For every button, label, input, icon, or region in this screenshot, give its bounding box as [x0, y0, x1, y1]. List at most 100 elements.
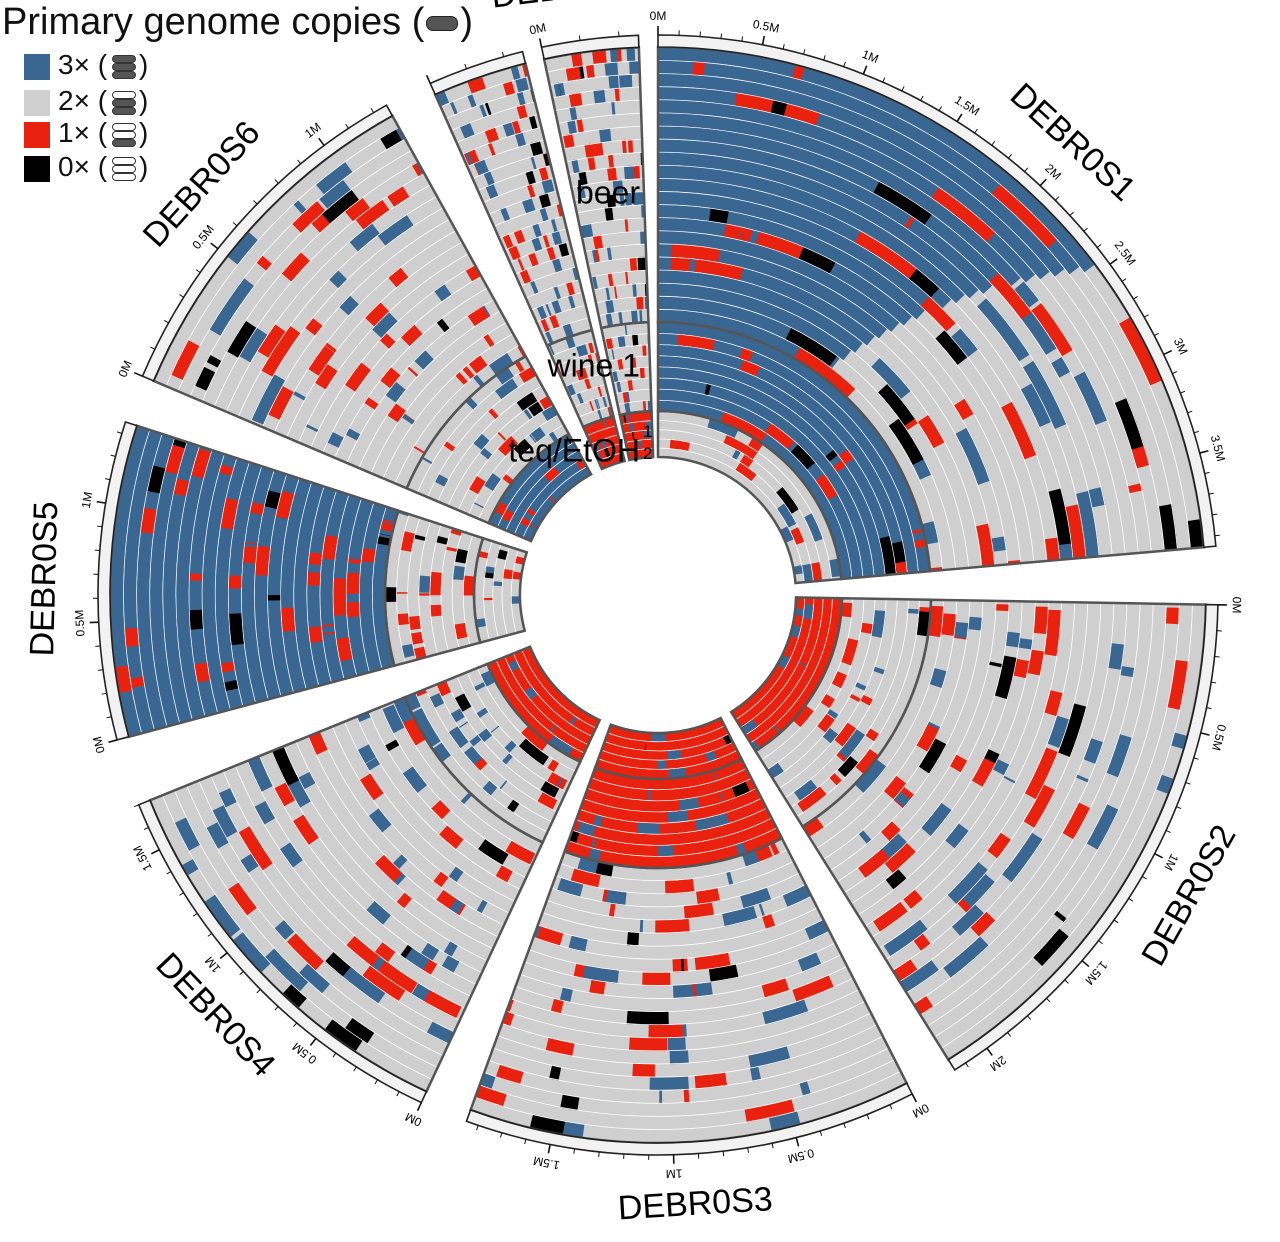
copy-number-block: [587, 768, 752, 802]
copy-number-block: [585, 64, 595, 78]
copy-number-block: [970, 911, 996, 938]
copy-number-block: [629, 60, 640, 74]
copy-number-block: [539, 781, 560, 799]
copy-number-block: [172, 437, 187, 449]
copy-number-block: [694, 258, 744, 281]
legend-entry-1x: 1× (): [24, 118, 148, 148]
copy-number-block: [136, 711, 151, 718]
copy-number-block: [648, 438, 652, 449]
copy-number-block: [555, 739, 574, 756]
axis-tick-label: 0M: [1230, 597, 1244, 614]
chromosome-sector-debr0s3: 0M 0.5M 1M 1.5M DEBR0S3: [465, 716, 931, 1228]
copy-number-block: [605, 337, 614, 350]
copy-number-block: [511, 571, 522, 580]
sector-background: [149, 646, 600, 1092]
axis-tick: [1154, 852, 1164, 859]
copy-number-block: [430, 800, 451, 820]
copy-number-block: [621, 139, 627, 154]
copy-number-block: [632, 283, 637, 297]
copy-number-block: [914, 538, 927, 549]
copy-number-block: [542, 152, 551, 167]
track-separator: [593, 282, 648, 291]
chromosome-pill-icon: [112, 130, 137, 139]
copy-number-block: [204, 894, 241, 938]
copy-number-block: [989, 272, 1033, 320]
copy-number-block: [802, 563, 814, 583]
copy-number-block: [655, 918, 690, 934]
axis-tick: [1176, 806, 1182, 810]
copy-number-block: [594, 398, 599, 410]
copy-number-block: [305, 423, 319, 433]
copy-number-block: [770, 99, 788, 116]
copy-number-block: [1058, 543, 1074, 560]
copy-number-block: [776, 168, 826, 197]
copy-number-block: [292, 814, 319, 846]
copy-number-block: [611, 101, 616, 115]
copy-number-block: [164, 444, 185, 475]
copy-number-block: [493, 672, 508, 690]
copy-number-block: [488, 434, 574, 527]
axis-tick: [150, 346, 156, 350]
copy-number-block: [448, 726, 469, 749]
axis-tick: [1143, 314, 1149, 318]
copy-number-block: [797, 952, 822, 973]
copy-number-block: [679, 797, 700, 812]
copy-number-block: [667, 810, 689, 824]
track-separator: [504, 228, 567, 251]
copy-number-block: [996, 604, 1010, 612]
copy-number-block: [374, 854, 403, 883]
copy-number-block: [612, 453, 619, 464]
copy-number-block: [483, 333, 495, 348]
track-separator: [509, 241, 570, 263]
copy-number-block: [413, 349, 434, 370]
axis-tick: [843, 61, 846, 67]
chromosome-pill-icon: [112, 106, 137, 115]
copy-number-block: [487, 407, 499, 420]
copy-number-block: [1076, 774, 1090, 783]
copy-number-block: [575, 345, 583, 357]
copy-number-block: [239, 853, 259, 874]
copy-number-block: [600, 458, 606, 468]
axis-tick: [1211, 681, 1217, 684]
copy-number-block: [389, 403, 406, 419]
copy-number-block: [1001, 401, 1034, 452]
track-separator: [582, 230, 646, 240]
axis-tick: [1098, 940, 1103, 945]
ring-group-label: wine 1: [547, 347, 641, 383]
copy-number-block: [556, 777, 564, 788]
copy-number-block: [321, 189, 359, 224]
track-separator: [615, 388, 651, 395]
chromosome-label: DEBR0S5: [23, 501, 65, 657]
copy-number-block: [510, 596, 521, 604]
copy-number-block: [916, 611, 931, 637]
copy-number-block: [878, 383, 916, 426]
copy-number-block: [858, 848, 891, 879]
ring-group-sublabel: 2: [643, 444, 652, 463]
copy-number-block: [622, 391, 628, 403]
copy-number-block: [841, 655, 855, 666]
copy-number-block: [908, 608, 920, 614]
copy-number-block: [619, 192, 625, 206]
axis-tick: [396, 1091, 400, 1097]
copy-number-block: [1062, 802, 1091, 840]
copy-number-block: [228, 552, 243, 576]
copy-number-block: [516, 104, 528, 119]
copy-number-block: [569, 106, 578, 121]
copy-number-block: [356, 711, 371, 723]
two-copies-icon: [109, 88, 139, 118]
copy-number-block: [794, 779, 818, 802]
copy-number-block: [259, 373, 286, 406]
axis-tick: [578, 35, 581, 41]
copy-number-block: [134, 425, 150, 437]
legend-entry-2x: 2× (): [24, 86, 148, 116]
track-separator: [625, 438, 653, 443]
copy-number-block: [667, 749, 682, 761]
copy-number-block: [600, 438, 607, 449]
copy-number-block: [133, 697, 149, 711]
axis-tick: [1200, 732, 1210, 736]
copy-number-block: [559, 987, 573, 1003]
track-separator: [612, 377, 651, 384]
copy-number-block: [124, 627, 139, 647]
copy-number-block: [567, 119, 577, 134]
copy-number-block: [803, 604, 815, 620]
